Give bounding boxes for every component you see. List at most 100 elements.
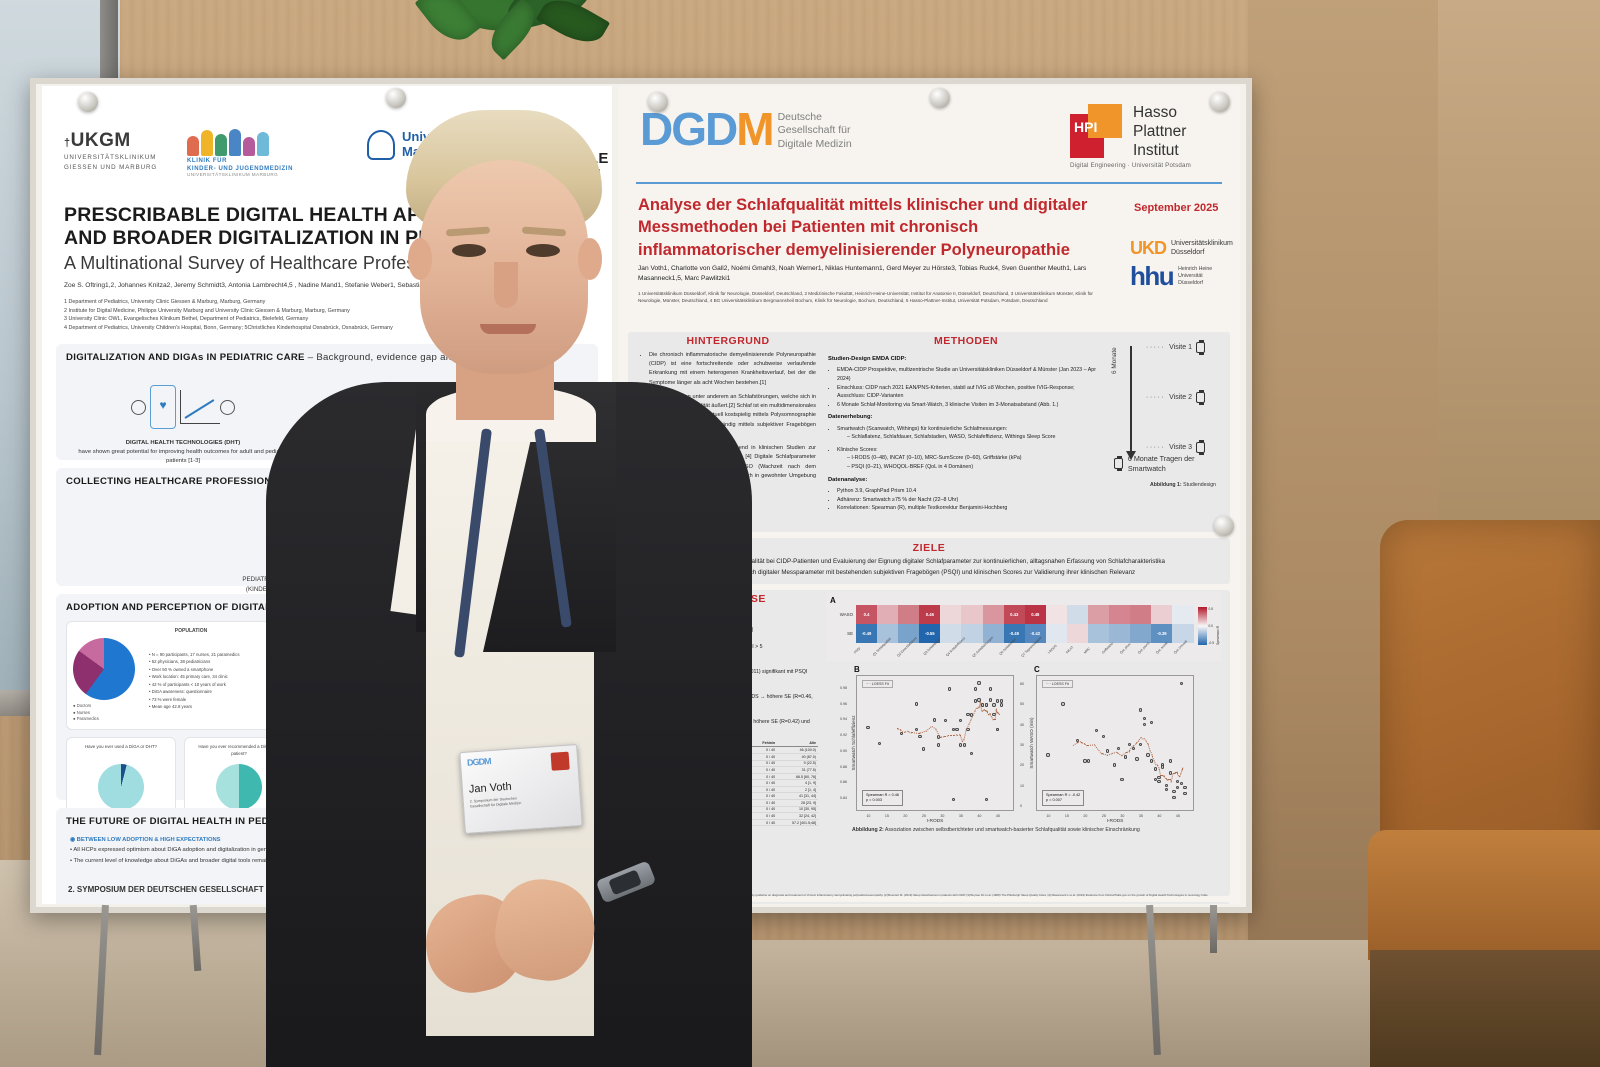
table-cell: 32 [24, 42]	[777, 812, 818, 820]
study-design-figure: 6 Monate ····· Visite 1 ····· Visite 2 ···…	[1111, 332, 1222, 482]
armchair-seat	[1368, 830, 1600, 960]
heatmap-cell	[877, 624, 899, 643]
section-heading: ADOPTION AND PERCEPTION OF DIGITAL HEALT…	[66, 602, 315, 613]
panel-a-heatmap: A WASO 0.4 0.46 0.43 0.48 SE -0.49	[826, 592, 1222, 661]
phone-chart-icon	[78, 375, 288, 439]
visit-2: ····· Visite 2	[1146, 390, 1205, 405]
y-tick-label: 0	[1020, 804, 1022, 808]
right-poster-header: DGD M Deutsche Gesellschaft für Digitale…	[618, 100, 1240, 186]
x-tick-label: 30	[1120, 814, 1125, 818]
methoden-item: Adhärenz: Smartwatch ≥75 % der Nacht (22…	[837, 496, 1104, 505]
scatter-point	[958, 718, 963, 723]
loess-legend: ···· LOESS Fit	[862, 680, 893, 688]
heatmap-cell	[1130, 624, 1152, 643]
watch-icon	[1196, 340, 1205, 355]
scatter-point	[992, 703, 996, 707]
scatter-point	[970, 713, 974, 717]
heatmap-cell: -0.49	[1003, 624, 1025, 643]
scatter-point	[866, 726, 870, 730]
loess-legend: ···· LOESS Fit	[1042, 680, 1073, 688]
scatter-point	[1153, 767, 1158, 771]
hintergrund-heading: HINTERGRUND	[686, 335, 770, 347]
scatter-point	[955, 727, 959, 731]
ziele-line-1: Analyse der Schlafqualität bei CIDP-Pati…	[693, 558, 1165, 565]
scatter-point	[981, 703, 985, 707]
methoden-item: 6 Monate Schlaf-Monitoring via Smart-Wat…	[837, 401, 1104, 410]
methoden-subitem: PSQI (0–21), WHOQOL-BREF (QoL in 4 Domän…	[847, 463, 1104, 472]
watch-icon	[1196, 390, 1205, 405]
scatter-point	[1046, 753, 1050, 757]
board-screw	[1214, 516, 1234, 536]
table-cell: 0 / 40	[752, 779, 778, 787]
scatter-point	[1142, 722, 1146, 727]
wear-note: 6 Monate Tragen der Smartwatch	[1114, 454, 1232, 473]
y-tick-label: 0.98	[840, 685, 847, 690]
panel-c-xlabel: I-RODS	[1106, 819, 1124, 824]
nose	[494, 262, 518, 308]
loess-fit-line	[1170, 772, 1174, 783]
scatter-point	[977, 681, 981, 685]
scatter-point	[1175, 785, 1180, 790]
x-tick-label: 10	[1046, 814, 1051, 818]
table-cell: 31 (77.5)	[777, 766, 818, 774]
table-cell: 0 / 40	[752, 773, 778, 781]
y-tick-label: 10	[1020, 783, 1024, 788]
scatter-point	[1127, 743, 1132, 747]
scatter-point	[947, 687, 952, 691]
x-tick-label: 35	[958, 814, 963, 818]
scatter-point	[1101, 734, 1106, 739]
scatter-point	[992, 712, 996, 717]
visit-3: ····· Visite 3	[1146, 440, 1205, 455]
hpi-logo: HPI Hasso Plattner Institut	[1070, 104, 1186, 162]
section-heading: THE FUTURE OF DIGITAL HEALTH IN PEDIATRI…	[66, 816, 309, 827]
methoden-item: Korrelationen: Spearman (R), multiple Te…	[837, 504, 1104, 513]
scatter-point	[966, 727, 970, 731]
scatter-point	[1113, 763, 1117, 767]
scatter-point	[951, 797, 955, 802]
loess-fit-line	[951, 735, 954, 737]
panel-c-ylabel: Smartwatch WASO (min)	[1029, 717, 1035, 769]
methoden-item: Einschluss: CIDP nach 2021 EAN/PNS-Krite…	[837, 384, 1104, 401]
scatter-point	[1138, 743, 1143, 747]
heatmap-cell	[898, 605, 920, 624]
x-tick-label: 25	[1101, 814, 1106, 818]
y-tick-label: 30	[1020, 743, 1024, 748]
loess-fit-line	[1167, 779, 1170, 781]
scatter-point	[1124, 755, 1128, 759]
methoden-item: Python 3.9, GraphPad Prism 10.4	[837, 487, 1104, 496]
header-divider	[636, 182, 1222, 184]
heatmap-cell	[1045, 624, 1067, 643]
loess-fit-line	[1160, 775, 1163, 777]
heatmap-cell	[961, 605, 983, 624]
heatmap-cell	[1109, 605, 1131, 624]
scatter-point	[1116, 747, 1121, 751]
panel-b-stats: Spearman R = 0.46 p = 0.003	[862, 790, 904, 806]
right-poster-references: [1] Van den Bergh, PYK et al. (2021) Eur…	[632, 892, 1209, 897]
scatter-point	[951, 727, 955, 731]
heatmap-cell	[1088, 605, 1110, 624]
heatmap-cell	[1066, 605, 1089, 624]
table-cell: 10 [30, 95]	[777, 806, 818, 814]
table-cell: 0 / 40	[752, 792, 778, 801]
badge-qr-icon	[550, 751, 570, 771]
scatter-point	[1157, 775, 1161, 779]
hintergrund-bullet: Die chronisch inflammatorische demyelini…	[649, 351, 816, 388]
loess-fit-line	[961, 739, 965, 742]
methoden-subheading: Studien-Design EMDA CIDP:	[828, 356, 907, 362]
panel-b-scatter: ···· LOESS Fit Spearman R = 0.46 p = 0.0…	[840, 675, 1014, 818]
scatter-point	[1164, 787, 1169, 792]
x-tick-label: 45	[995, 814, 1000, 818]
y-tick-label: 0.94	[840, 717, 847, 722]
name-badge: DGDM Jan Voth 2. Symposium der Deutschen…	[459, 743, 583, 835]
y-tick-label: 0.92	[840, 733, 847, 738]
heatmap-cell: 0.48	[1024, 605, 1046, 624]
section-heading: COLLECTING HEALTHCARE PROFESSIONALS WORL…	[66, 476, 359, 487]
scatter-point	[899, 731, 904, 735]
board-stand	[60, 904, 1220, 1056]
scatter-point	[1175, 779, 1180, 783]
scatter-point	[1157, 779, 1161, 783]
methoden-heading: METHODEN	[933, 335, 999, 347]
figure2-caption: Abbildung 2: Assoziation zwischen selbst…	[852, 827, 1140, 833]
x-tick-label: 45	[1175, 814, 1180, 818]
